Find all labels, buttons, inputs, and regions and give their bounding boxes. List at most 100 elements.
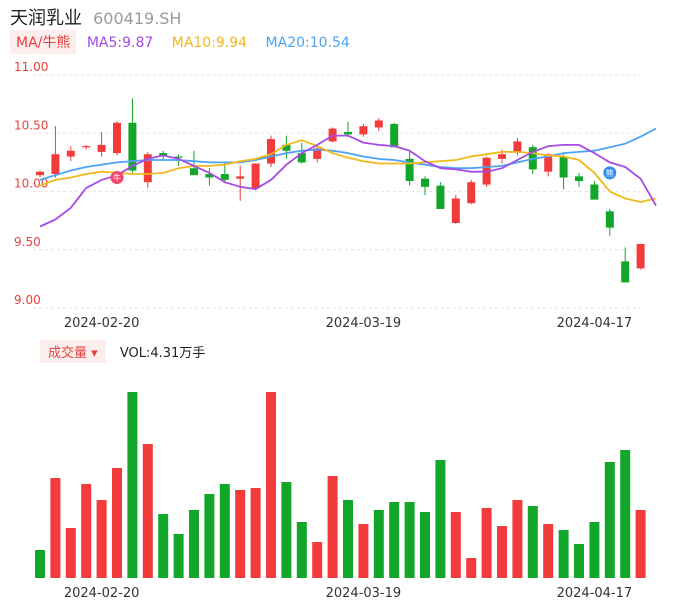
candle-body [51,154,60,175]
candle-body [605,211,614,228]
volume-bar [527,506,538,578]
candle-body [174,156,183,158]
price-x-tick-label: 2024-03-19 [326,316,402,331]
volume-bar [343,500,353,578]
ma10-value: MA10:9.94 [171,35,248,51]
candle-body [236,176,245,179]
volume-bar [589,522,600,578]
y-tick-label: 9.50 [14,235,41,249]
volume-bar [435,460,446,578]
volume-bar [635,510,646,578]
candle-body [267,139,275,164]
candle-body [451,198,460,223]
candle-body [251,163,260,189]
volume-bar [327,476,338,578]
volume-bar [81,484,92,578]
volume-bar [204,494,215,578]
volume-bar [250,488,261,578]
volume-bar [450,512,461,578]
candle-body [128,122,137,171]
volume-selector[interactable]: 成交量 ▾ [40,340,106,363]
candle-body [374,120,383,128]
y-tick-label: 11.00 [14,60,48,74]
volume-bar [65,528,76,578]
volume-bar [96,500,107,578]
volume-bar [373,510,384,578]
price-x-tick-label: 2024-04-17 [557,316,633,331]
ma-mode-selector[interactable]: MA/牛熊 [10,30,77,54]
candle-body [621,261,630,283]
volume-x-tick-label: 2024-04-17 [557,586,633,601]
volume-x-tick-label: 2024-03-19 [326,586,402,601]
volume-legend: 成交量 ▾ VOL:4.31万手 [40,340,206,363]
candle-body [159,153,168,156]
candle-body [467,182,476,204]
candle-body [282,144,291,151]
candle-body [66,150,75,157]
candle-body [421,178,429,187]
ma10-line [39,139,657,203]
candle-body [590,184,599,200]
volume-bar [574,544,584,578]
candle-body [436,185,445,209]
candle-body [82,146,91,148]
ma-legend: MA/牛熊 MA5:9.87 MA10:9.94 MA20:10.54 [10,30,364,54]
candle-body [190,168,198,176]
candle-body [220,174,229,180]
volume-bar [558,530,569,578]
volume-selector-label: 成交量 [48,346,88,361]
y-tick-label: 10.00 [14,177,48,191]
volume-bar [219,484,230,578]
candle-body [143,154,152,183]
volume-bar [604,462,615,578]
bear-marker-label: 熊 [606,168,614,178]
volume-bar [543,524,554,578]
stock-header: 天润乳业 600419.SH [10,4,182,29]
ma5-value: MA5:9.87 [86,35,154,51]
candle-body [575,176,583,182]
volume-bar [497,526,507,578]
stock-name: 天润乳业 [10,8,82,29]
bull-marker-label: 牛 [113,173,121,183]
volume-bar [312,542,323,578]
volume-bar [50,478,61,578]
volume-bar [158,514,169,578]
ma20-value: MA20:10.54 [265,35,350,51]
candle-body [636,243,645,269]
candle-body [344,132,352,135]
volume-bar [266,392,276,578]
volume-value: VOL:4.31万手 [119,346,206,361]
candle-body [359,126,368,135]
volume-bar [389,502,400,578]
volume-bar [35,550,45,578]
volume-x-tick-label: 2024-02-20 [64,586,140,601]
volume-bar [281,482,292,578]
stock-code: 600419.SH [93,9,182,28]
candle-body [559,156,568,178]
volume-bar [404,502,415,578]
bear-marker-icon [603,166,617,180]
volume-bar [142,444,153,578]
candle-body [544,154,553,172]
volume-bar [512,500,523,578]
volume-bar [296,522,307,578]
bull-marker-icon [110,171,124,185]
volume-bar [358,524,369,578]
volume-bar [189,510,199,578]
volume-bar [620,450,631,578]
volume-bar [466,558,477,578]
candle-body [205,174,214,178]
candle-body [405,158,414,182]
candle-body [113,122,121,154]
volume-bar [420,512,430,578]
ma5-line [39,134,657,228]
candle-body [390,123,399,148]
price-x-tick-label: 2024-02-20 [64,316,140,331]
candle-body [513,141,522,152]
y-tick-label: 9.00 [14,293,41,307]
volume-bar [481,508,492,578]
y-tick-label: 10.50 [14,118,48,132]
candle-body [97,144,106,152]
volume-bar [127,392,138,578]
